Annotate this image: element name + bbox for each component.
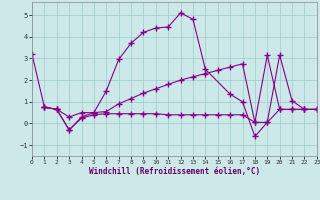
- X-axis label: Windchill (Refroidissement éolien,°C): Windchill (Refroidissement éolien,°C): [89, 167, 260, 176]
